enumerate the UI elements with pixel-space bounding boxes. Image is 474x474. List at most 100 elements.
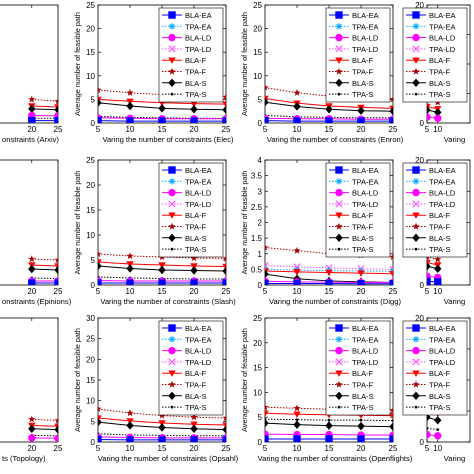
legend-marker-bla-f [335, 57, 343, 64]
legend-marker-bla-ea [335, 11, 343, 19]
series-point-bla-ea [126, 436, 134, 442]
legend-marker-tpa-s [337, 405, 341, 409]
x-tick-label: 15 [158, 287, 167, 296]
series-point-tpa-f [54, 97, 58, 105]
series-layer [98, 86, 226, 123]
y-tick-label: 30 [86, 314, 95, 323]
y-axis-label: Average number of feasible path [240, 12, 249, 116]
x-tick-label: 25 [54, 287, 63, 296]
y-tick-label: 3 [258, 187, 263, 196]
x-tick-label: 5 [425, 287, 430, 296]
legend-label: TPA-F [185, 381, 207, 390]
legend: BLA-EA TPA-EA BLA-LD TPA-LD BLA-F TPA-F BLA-S T… [158, 7, 224, 103]
series-point-bla-s [427, 262, 431, 271]
legend-box [158, 162, 224, 258]
x-tick-label: 20 [357, 287, 366, 296]
series-point-tpa-f [28, 415, 36, 423]
legend-marker-tpa-f [168, 222, 176, 230]
series-point-bla-s [265, 98, 269, 107]
legend-label: BLA-S [429, 392, 451, 401]
legend-label: TPA-LD [352, 200, 379, 209]
x-axis-label: Varing the number of constraints (Openfl… [258, 454, 413, 463]
x-tick-label: 25 [389, 444, 398, 453]
legend-box [402, 7, 468, 103]
x-tick-label: 10 [126, 125, 135, 134]
series-point-bla-ea [357, 117, 365, 123]
legend-label: BLA-F [185, 369, 207, 378]
legend-label: BLA-LD [352, 34, 379, 43]
x-tick-label: 20 [357, 444, 366, 453]
x-tick-label: 20 [27, 444, 36, 453]
series-point-bla-ea [98, 279, 102, 285]
legend-label: BLA-EA [185, 324, 212, 333]
legend-label: TPA-F [185, 223, 207, 232]
series-point-bla-s [158, 265, 166, 275]
series-point-tpa-s [391, 419, 393, 423]
legend-label: BLA-F [185, 56, 207, 65]
legend-marker-bla-s [335, 391, 343, 400]
legend: BLA-EA TPA-EA BLA-LD TPA-LD BLA-F TPA-F BLA-S T… [402, 320, 468, 416]
x-tick-label: 25 [389, 287, 398, 296]
series-point-bla-ea [158, 279, 166, 285]
legend-label: BLA-LD [429, 189, 456, 198]
x-tick-label: 25 [54, 125, 63, 134]
x-tick-label: 15 [325, 444, 334, 453]
series-point-bla-s [265, 269, 269, 279]
x-tick-label: 20 [190, 444, 199, 453]
legend-label: TPA-EA [429, 22, 456, 31]
legend-marker-tpa-s [337, 247, 341, 251]
y-tick-label: 10 [253, 72, 262, 81]
legend-box [402, 320, 468, 416]
x-tick-label: 25 [54, 444, 63, 453]
series-point-bla-ea [54, 279, 58, 285]
series-point-bla-s [190, 105, 198, 114]
y-tick-label: 10 [86, 231, 95, 240]
x-tick-label: 10 [293, 125, 302, 134]
legend-marker-tpa-ea [335, 336, 343, 343]
series-point-tpa-s [359, 418, 363, 422]
series-layer [427, 253, 442, 285]
plot-frame [0, 159, 59, 286]
legend-marker-tpa-f [335, 67, 343, 75]
series-point-tpa-f [126, 409, 134, 417]
plot-frame [0, 4, 59, 124]
legend-marker-tpa-ld [412, 358, 420, 366]
legend-label: BLA-S [185, 392, 207, 401]
y-tick-label: 25 [253, 1, 262, 10]
series-point-bla-s [126, 101, 134, 111]
series-point-bla-ea [293, 435, 301, 442]
series-point-bla-ea [158, 117, 166, 123]
legend-marker-bla-f [168, 212, 176, 219]
legend-label: BLA-LD [185, 189, 212, 198]
series-line-tpa-s [31, 277, 58, 279]
x-tick-label: 15 [325, 125, 334, 134]
y-tick-label: 20 [86, 355, 95, 364]
series-point-tpa-f [190, 413, 198, 421]
legend-marker-bla-f [412, 370, 420, 377]
y-tick-label: 25 [86, 335, 95, 344]
legend-label: BLA-LD [429, 347, 456, 356]
legend-label: TPA-S [352, 245, 374, 254]
series-point-bla-f [222, 263, 226, 271]
series-point-bla-s [222, 105, 226, 114]
y-tick-label: 20 [253, 25, 262, 34]
series-point-bla-s [389, 107, 393, 116]
series-point-bla-ea [293, 279, 301, 285]
series-point-bla-f [357, 270, 365, 277]
y-tick-label: 0 [258, 119, 263, 128]
y-tick-label: 15 [86, 376, 95, 385]
x-tick-label: 5 [96, 287, 101, 296]
series-point-bla-ea [28, 279, 36, 285]
y-axis-label: Average number of feasible path [73, 12, 82, 116]
legend-marker-tpa-ld [335, 358, 343, 366]
series-point-bla-s [98, 261, 102, 271]
series-point-bla-ea [222, 279, 226, 285]
legend: BLA-EA TPA-EA BLA-LD TPA-LD BLA-F TPA-F BLA-S T… [402, 162, 468, 258]
legend-label: BLA-EA [185, 166, 212, 175]
x-axis-label: ts (Topology) [2, 454, 46, 463]
legend-marker-tpa-ld [168, 358, 176, 366]
